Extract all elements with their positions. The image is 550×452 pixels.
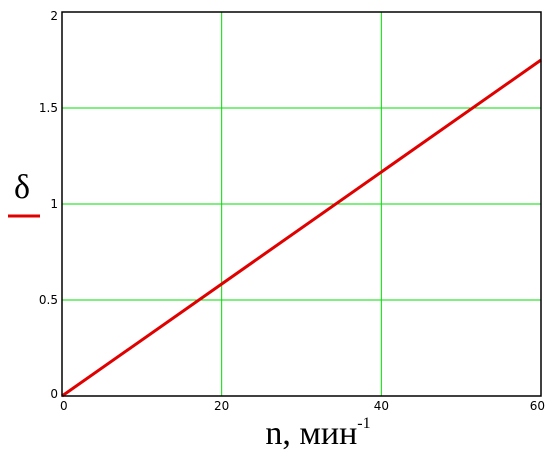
- x-tick-label: 40: [374, 399, 389, 413]
- x-tick-label: 60: [530, 399, 545, 413]
- y-tick-label: 1: [50, 197, 58, 211]
- x-axis-label-superscript: -1: [357, 415, 370, 432]
- grid-lines: [62, 12, 541, 396]
- y-tick-label: 0: [50, 387, 58, 401]
- series-lines: [61, 58, 542, 398]
- y-tick-label: 2: [50, 9, 58, 23]
- x-tick-label: 0: [60, 399, 68, 413]
- x-axis-label-main: n, мин: [265, 415, 357, 452]
- y-tick-label: 1.5: [39, 101, 58, 115]
- y-tick-label: 0.5: [39, 293, 58, 307]
- x-axis-label: n, мин-1: [265, 415, 370, 452]
- plot-frame: [61, 11, 542, 397]
- x-tick-label: 20: [214, 399, 229, 413]
- series-line-0: [61, 58, 542, 398]
- y-axis-label: δ: [14, 169, 30, 206]
- tick-labels: 0 20 40 60 0 0.5 1 1.5 2: [39, 9, 545, 413]
